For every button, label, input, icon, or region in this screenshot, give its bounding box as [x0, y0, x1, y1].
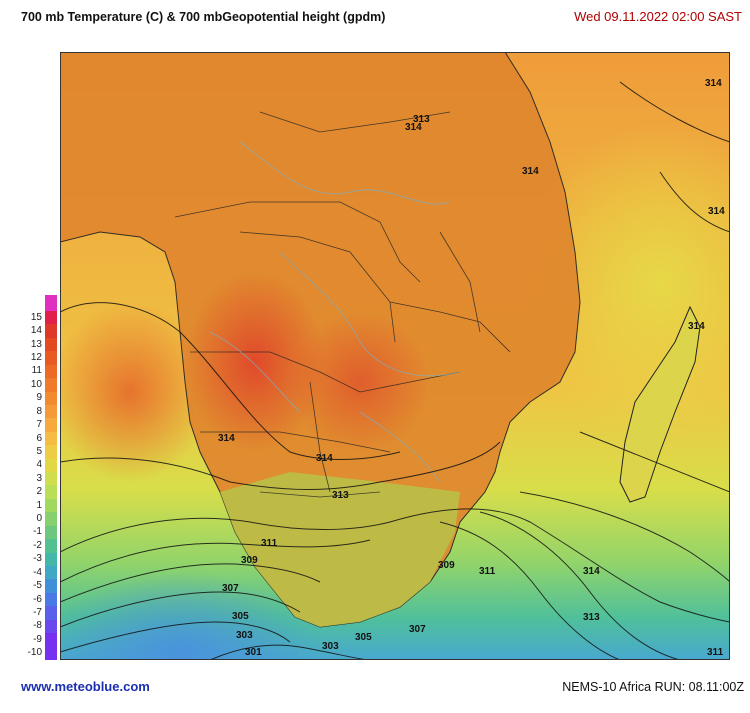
colorbar-swatch [45, 351, 57, 365]
contour-label: 313 [332, 490, 349, 501]
madagascar [619, 305, 701, 503]
contour-label: 311 [707, 647, 724, 658]
colorbar-label: -10 [27, 647, 42, 659]
contour-label: 314 [316, 453, 333, 464]
colorbar-swatch [45, 646, 57, 660]
colorbar-swatch [45, 391, 57, 405]
colorbar-swatch [45, 512, 57, 526]
colorbar-label: -9 [33, 633, 42, 645]
contour-label: 311 [479, 566, 496, 577]
colorbar-label: 12 [30, 351, 42, 363]
weather-map[interactable]: 314 313 314 314 314 314 314 314 313 311 … [60, 52, 730, 660]
contour-label: 301 [245, 647, 262, 658]
colorbar-label: 5 [36, 445, 42, 457]
colorbar-swatch [45, 431, 57, 446]
contour-label: 307 [222, 583, 239, 594]
contour-label: 314 [688, 321, 705, 332]
colorbar-label: -5 [33, 580, 42, 592]
colorbar-swatch [45, 619, 57, 634]
colorbar-label: 14 [30, 325, 42, 337]
contour-label: 314 [522, 166, 539, 177]
contour-label: 314 [583, 566, 600, 577]
colorbar-swatch [45, 592, 57, 607]
colorbar-label: 2 [36, 486, 42, 498]
colorbar-label: 4 [36, 459, 42, 471]
colorbar-swatch [45, 324, 57, 338]
contour-label: 305 [355, 632, 372, 643]
colorbar-swatch [45, 539, 57, 553]
colorbar-label: 15 [30, 311, 42, 323]
colorbar-label: -2 [33, 539, 42, 551]
colorbar-swatch [45, 633, 57, 647]
colorbar-label: 13 [30, 338, 42, 350]
map-svg: 314 313 314 314 314 314 314 314 313 311 … [60, 52, 730, 660]
contour-label: 305 [232, 611, 249, 622]
model-run-info: NEMS-10 Africa RUN: 08.11:00Z [562, 680, 744, 694]
contour-label: 309 [241, 555, 258, 566]
colorbar-label: 9 [36, 392, 42, 404]
colorbar-label: 6 [36, 432, 42, 444]
meteoblue-link[interactable]: www.meteoblue.com [21, 679, 150, 694]
colorbar-swatch [45, 552, 57, 567]
contour-label: 314 [405, 122, 422, 133]
contour-label: 307 [409, 624, 426, 635]
colorbar-label: -8 [33, 620, 42, 632]
contour-label: 309 [438, 560, 455, 571]
colorbar-label: -1 [33, 526, 42, 538]
colorbar-swatch [45, 606, 57, 620]
colorbar-label: 10 [30, 378, 42, 390]
colorbar-swatch [45, 472, 57, 486]
contour-label: 314 [705, 78, 722, 89]
colorbar-swatch [45, 295, 57, 311]
colorbar-swatch [45, 566, 57, 580]
contour-label: 311 [261, 538, 278, 549]
contour-labels: 314 313 314 314 314 314 314 314 313 311 … [218, 78, 725, 658]
temperature-colorbar [45, 295, 57, 660]
colorbar-label: -7 [33, 607, 42, 619]
colorbar-swatch [45, 445, 57, 459]
colorbar-swatch [45, 378, 57, 392]
colorbar-swatch [45, 418, 57, 432]
contour-label: 314 [218, 433, 235, 444]
colorbar-swatch [45, 364, 57, 379]
colorbar-label: 11 [31, 365, 42, 377]
colorbar-swatch [45, 579, 57, 593]
colorbar-label: -6 [33, 593, 42, 605]
contour-label: 313 [583, 612, 600, 623]
colorbar-label: -4 [33, 566, 42, 578]
forecast-datetime: Wed 09.11.2022 02:00 SAST [574, 9, 742, 24]
colorbar-swatch [45, 404, 57, 419]
colorbar-label: -3 [33, 553, 42, 565]
colorbar-swatch [45, 311, 57, 325]
colorbar-swatch [45, 458, 57, 473]
contour-label: 314 [708, 206, 725, 217]
contour-label: 303 [236, 630, 253, 641]
contour-label: 303 [322, 641, 339, 652]
colorbar-label: 3 [36, 472, 42, 484]
map-title: 700 mb Temperature (C) & 700 mbGeopotent… [21, 10, 386, 24]
colorbar-swatch [45, 525, 57, 540]
colorbar-label: 1 [36, 499, 42, 511]
contour-label: 313 [413, 114, 430, 125]
colorbar-swatch [45, 498, 57, 513]
colorbar-swatch [45, 337, 57, 352]
colorbar-label: 7 [36, 419, 42, 431]
colorbar-label: 0 [36, 513, 42, 525]
colorbar-label: 8 [36, 405, 42, 417]
colorbar-swatch [45, 485, 57, 499]
